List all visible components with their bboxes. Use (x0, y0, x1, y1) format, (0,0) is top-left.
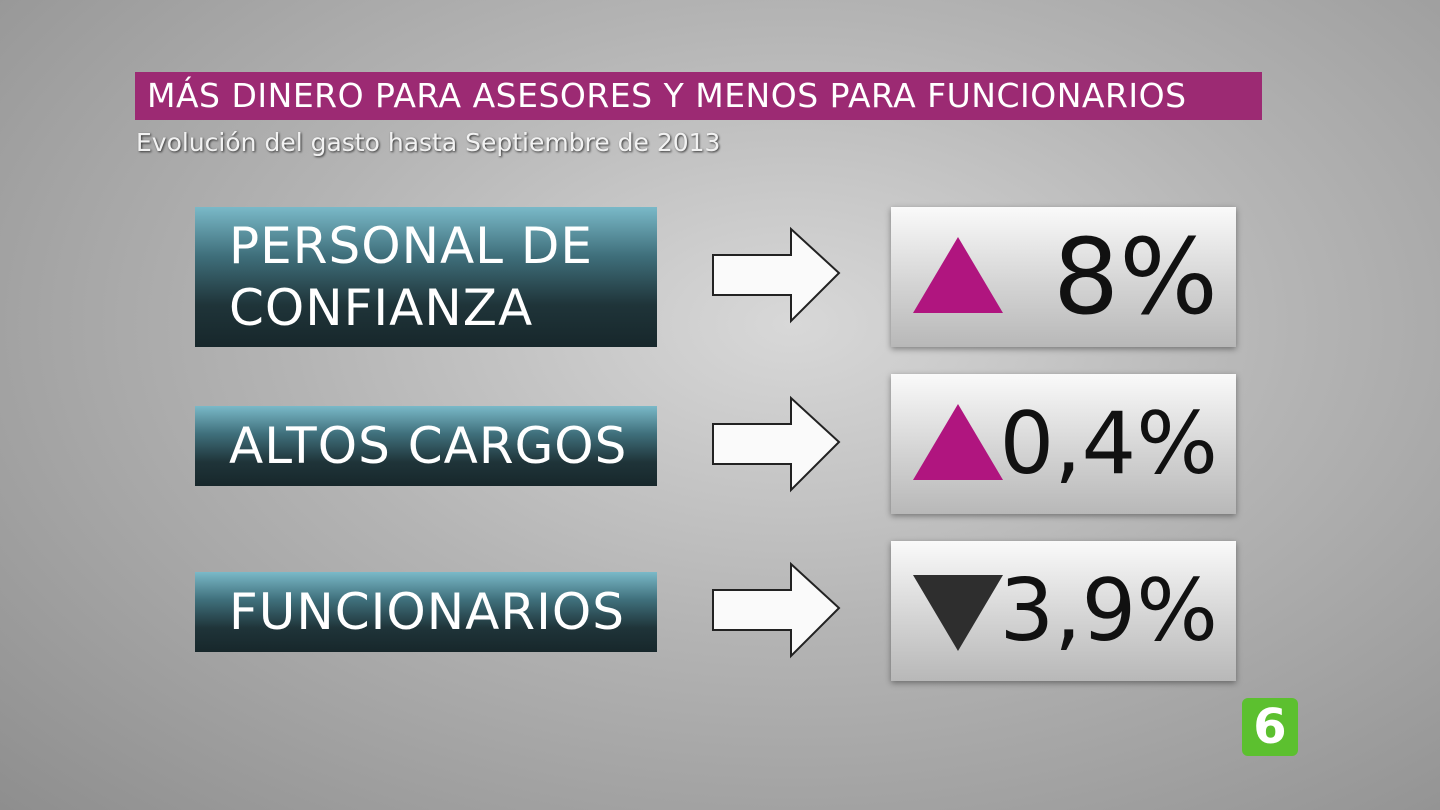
arrow-shape (712, 561, 841, 659)
trend-icon (913, 404, 1003, 480)
trend-icon (913, 575, 1003, 651)
arrow-shape (712, 395, 841, 493)
value-box: 3,9% (891, 541, 1236, 681)
row-label: PERSONAL DE CONFIANZA (195, 207, 657, 347)
subtitle: Evolución del gasto hasta Septiembre de … (136, 128, 721, 157)
value-box: 0,4% (891, 374, 1236, 514)
trend-down (913, 575, 1003, 651)
row-label: FUNCIONARIOS (195, 572, 657, 652)
value-text: 0,4% (999, 394, 1219, 494)
arrow-shape (712, 226, 841, 324)
channel-logo: 6 (1242, 698, 1298, 756)
trend-up (913, 237, 1003, 313)
value-box: 8% (891, 207, 1236, 347)
trend-up (913, 404, 1003, 480)
trend-icon (913, 237, 1003, 313)
arrow (712, 226, 841, 324)
arrow (712, 395, 841, 493)
value-text: 3,9% (999, 561, 1219, 661)
title-bar: MÁS DINERO PARA ASESORES Y MENOS PARA FU… (135, 72, 1262, 120)
arrow (712, 561, 841, 659)
row-label: ALTOS CARGOS (195, 406, 657, 486)
value-text: 8% (1053, 216, 1218, 338)
